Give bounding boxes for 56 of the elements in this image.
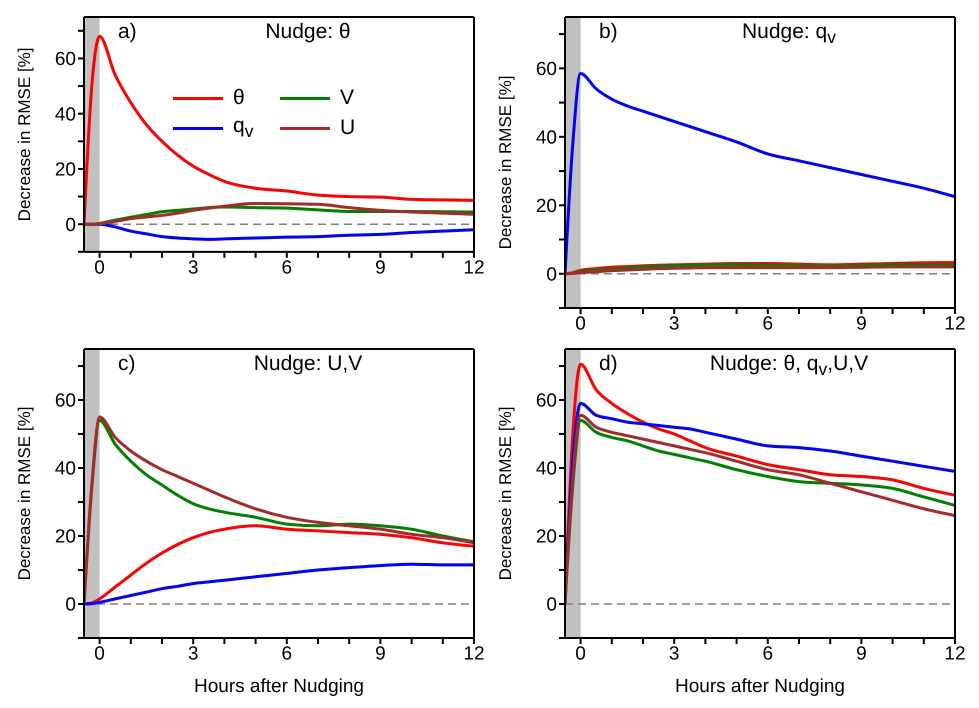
- x-tick-label: 9: [856, 643, 867, 664]
- line-series: [84, 524, 474, 606]
- x-tick-label: 3: [188, 643, 198, 664]
- line-series: [84, 202, 474, 226]
- x-tick-label: 0: [94, 643, 105, 664]
- y-tick-label: 40: [54, 104, 76, 126]
- x-tick-label: 6: [282, 257, 292, 278]
- y-axis-title: Decrease in RMSE [%]: [496, 406, 515, 580]
- x-tick-label: 6: [282, 643, 292, 664]
- y-tick-label: 20: [536, 196, 557, 218]
- chart-title: Nudge: θ: [264, 20, 352, 44]
- x-tick-label: 9: [856, 313, 867, 334]
- chart-title: Nudge: U,V: [252, 352, 364, 376]
- x-tick-label: 6: [762, 313, 774, 334]
- y-tick-label: 0: [65, 594, 76, 616]
- x-tick-label: 3: [668, 643, 680, 664]
- y-tick-label: 0: [65, 214, 76, 236]
- line-series: [84, 562, 474, 606]
- y-tick-label: 60: [536, 390, 557, 412]
- y-tick-label: 60: [54, 390, 76, 412]
- x-tick-label: 3: [668, 313, 680, 334]
- y-tick-label: 60: [54, 49, 76, 70]
- chart-title: Nudge: θ, q$_{v}$,U,V: [708, 352, 870, 380]
- y-tick-label: 40: [536, 128, 557, 149]
- y-axis-title: Decrease in RMSE [%]: [496, 76, 515, 250]
- legend-label: q$_{v}$: [233, 114, 254, 142]
- annotation: d): [599, 352, 618, 375]
- legend-label: V: [340, 86, 354, 110]
- annotation: a): [118, 20, 137, 43]
- x-tick-label: 6: [762, 643, 774, 664]
- y-tick-label: 20: [54, 526, 76, 548]
- y-tick-label: 20: [536, 526, 557, 548]
- y-tick-label: 40: [54, 458, 76, 480]
- chart-title: Nudge: q$_{v}$: [741, 20, 837, 48]
- x-tick-label: 3: [188, 257, 198, 278]
- x-axis-title: Hours after Nudging: [674, 676, 846, 697]
- annotation: b): [599, 20, 618, 43]
- x-tick-label: 9: [375, 643, 386, 664]
- legend-label: θ: [233, 86, 245, 110]
- x-axis-title: Hours after Nudging: [194, 676, 364, 697]
- x-tick-label: 12: [463, 643, 485, 664]
- x-tick-label: 0: [575, 643, 586, 664]
- legend-label: U: [340, 116, 356, 140]
- x-tick-label: 12: [463, 257, 485, 278]
- y-tick-label: 20: [54, 160, 76, 181]
- y-axis-title: Decrease in RMSE [%]: [15, 406, 34, 580]
- x-tick-label: 12: [944, 643, 966, 664]
- y-tick-label: 60: [536, 59, 557, 80]
- x-tick-label: 0: [94, 257, 105, 278]
- x-tick-label: 0: [575, 313, 586, 334]
- y-axis-title: Decrease in RMSE [%]: [15, 47, 34, 222]
- annotation: c): [118, 352, 136, 375]
- y-tick-label: 0: [546, 594, 557, 616]
- x-tick-label: 9: [375, 257, 386, 278]
- y-tick-label: 40: [536, 458, 557, 480]
- x-tick-label: 12: [944, 313, 966, 334]
